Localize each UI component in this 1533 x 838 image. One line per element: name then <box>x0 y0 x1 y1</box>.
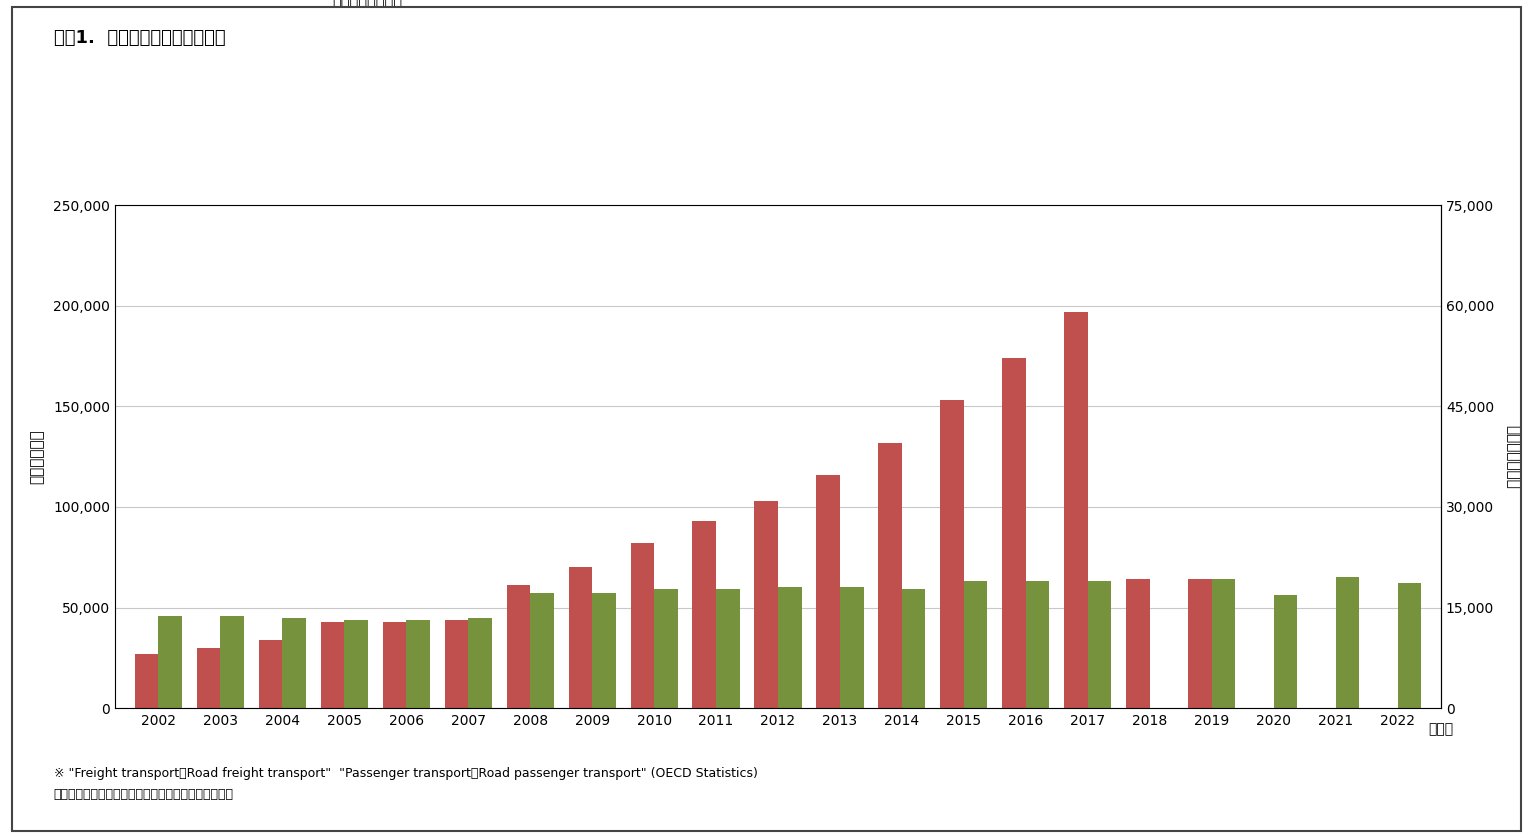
Text: 図表1.  世界の自動車輸送の推移: 図表1. 世界の自動車輸送の推移 <box>54 29 225 47</box>
Bar <box>840 587 863 708</box>
Bar <box>1211 579 1236 708</box>
Bar <box>940 401 964 708</box>
Bar <box>878 442 901 708</box>
Legend: インド・旅客輸送, アメリカ・旅客輸送, インド・貨物輸送, アメリカ・貨物輸送, 中国・貨物輸送: インド・旅客輸送, アメリカ・旅客輸送, インド・貨物輸送, アメリカ・貨物輸送… <box>294 0 564 8</box>
Bar <box>345 619 368 708</box>
Text: ※ "Freight transport：Road freight transport"  "Passenger transport：Road passenge: ※ "Freight transport：Road freight transp… <box>54 767 757 780</box>
Bar <box>1188 579 1211 708</box>
Bar <box>1064 312 1088 708</box>
Bar <box>1127 579 1150 708</box>
Bar <box>468 618 492 708</box>
Y-axis label: （億人キロ）: （億人キロ） <box>29 429 44 484</box>
Bar <box>445 619 468 708</box>
Bar <box>1335 577 1360 708</box>
Bar <box>1026 582 1050 708</box>
Bar <box>592 593 616 708</box>
Bar <box>716 589 739 708</box>
Bar <box>196 648 221 708</box>
Bar <box>1274 596 1297 708</box>
Bar <box>655 589 678 708</box>
Y-axis label: （億トンキロ）: （億トンキロ） <box>1505 425 1521 489</box>
Bar <box>383 622 406 708</box>
Bar <box>754 501 779 708</box>
Bar <box>779 587 802 708</box>
Bar <box>630 543 655 708</box>
Bar <box>320 622 345 708</box>
Bar <box>569 567 592 708</box>
Bar <box>964 582 987 708</box>
Bar <box>221 616 244 708</box>
Bar <box>506 586 530 708</box>
Bar <box>135 654 158 708</box>
Bar <box>282 618 305 708</box>
Bar <box>693 521 716 708</box>
Bar <box>1003 358 1026 708</box>
Bar <box>901 589 926 708</box>
Bar <box>158 616 182 708</box>
Bar <box>1088 582 1111 708</box>
Text: をもとに、筆者作成（一部データがない年がある）: をもとに、筆者作成（一部データがない年がある） <box>54 788 233 801</box>
Bar <box>1398 583 1421 708</box>
Bar <box>259 639 282 708</box>
Bar <box>406 619 429 708</box>
Text: （年）: （年） <box>1429 722 1453 737</box>
Bar <box>817 475 840 708</box>
Bar <box>530 593 553 708</box>
